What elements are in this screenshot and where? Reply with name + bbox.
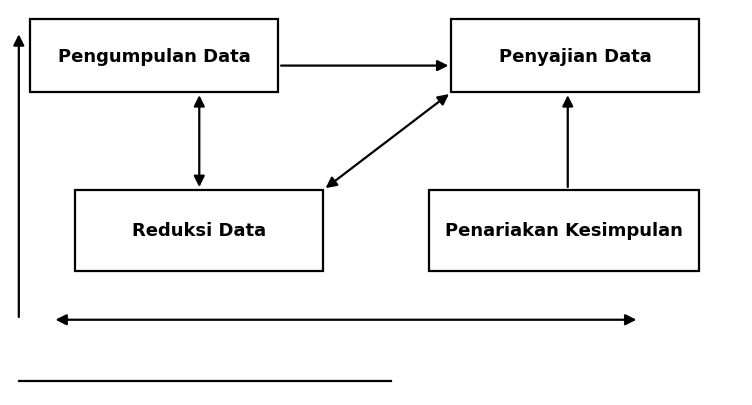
Bar bbox=[451, 20, 699, 93]
Bar bbox=[30, 20, 278, 93]
Text: Reduksi Data: Reduksi Data bbox=[132, 222, 266, 240]
Bar bbox=[429, 190, 699, 271]
Bar bbox=[75, 190, 323, 271]
Text: Pengumpulan Data: Pengumpulan Data bbox=[58, 48, 250, 66]
Text: Penyajian Data: Penyajian Data bbox=[499, 48, 652, 66]
Text: Penariakan Kesimpulan: Penariakan Kesimpulan bbox=[445, 222, 683, 240]
